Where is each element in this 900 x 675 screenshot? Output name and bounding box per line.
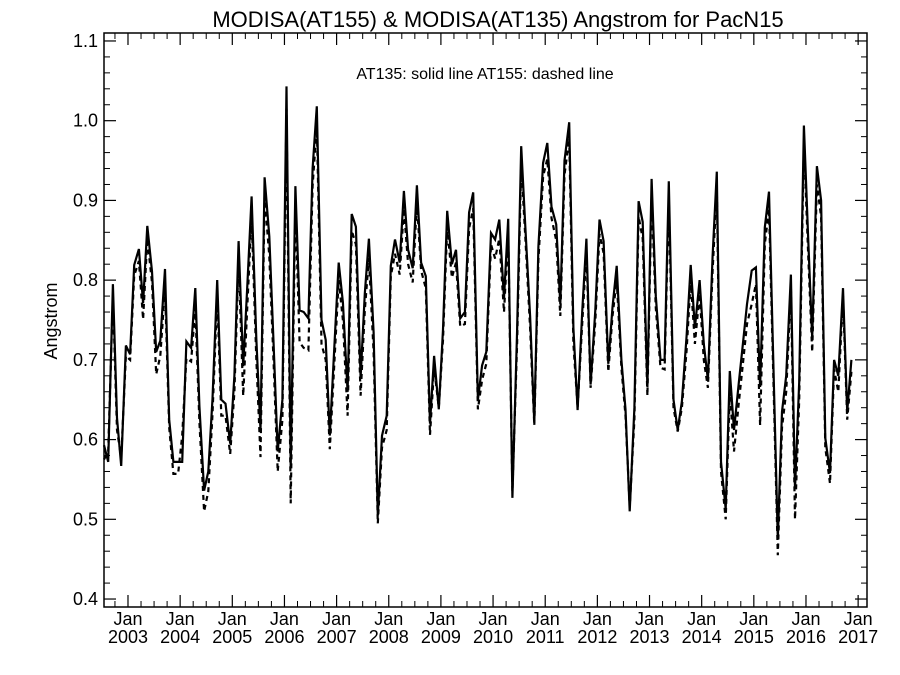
x-tick-month-label: Jan bbox=[426, 609, 455, 629]
y-tick-label: 0.5 bbox=[73, 509, 98, 529]
x-tick-month-label: Jan bbox=[218, 609, 247, 629]
x-tick-month-label: Jan bbox=[479, 609, 508, 629]
x-tick-month-label: Jan bbox=[687, 609, 716, 629]
x-tick-month-label: Jan bbox=[113, 609, 142, 629]
x-tick-month-label: Jan bbox=[166, 609, 195, 629]
x-tick-year-label: 2017 bbox=[838, 627, 878, 647]
plot-area-frame bbox=[103, 32, 868, 608]
x-tick-month-label: Jan bbox=[583, 609, 612, 629]
x-tick-year-label: 2007 bbox=[317, 627, 357, 647]
x-tick-year-label: 2003 bbox=[108, 627, 148, 647]
x-tick-year-label: 2004 bbox=[160, 627, 200, 647]
series-line-at155 bbox=[103, 108, 853, 556]
x-tick-month-label: Jan bbox=[791, 609, 820, 629]
x-tick-year-label: 2015 bbox=[734, 627, 774, 647]
x-axis: Jan2003Jan2004Jan2005Jan2006Jan2007Jan20… bbox=[108, 33, 878, 647]
y-axis-label: Angstrom bbox=[41, 282, 61, 359]
x-tick-year-label: 2008 bbox=[369, 627, 409, 647]
x-tick-year-label: 2011 bbox=[526, 627, 565, 647]
x-tick-month-label: Jan bbox=[322, 609, 351, 629]
y-tick-label: 0.4 bbox=[73, 589, 98, 609]
x-tick-month-label: Jan bbox=[635, 609, 664, 629]
y-tick-label: 0.7 bbox=[73, 350, 98, 370]
x-tick-year-label: 2016 bbox=[786, 627, 826, 647]
y-tick-label: 0.8 bbox=[73, 270, 98, 290]
x-tick-year-label: 2010 bbox=[473, 627, 513, 647]
x-tick-year-label: 2013 bbox=[629, 627, 669, 647]
y-tick-label: 1.1 bbox=[73, 31, 98, 51]
x-tick-month-label: Jan bbox=[531, 609, 560, 629]
x-tick-year-label: 2014 bbox=[682, 627, 722, 647]
data-series bbox=[102, 86, 853, 556]
y-axis: 0.4 0.5 0.6 0.7 0.8 0.9 1.0 1.1 bbox=[73, 31, 867, 609]
x-tick-year-label: 2006 bbox=[264, 627, 304, 647]
y-tick-label: 0.6 bbox=[73, 430, 98, 450]
y-tick-label: 1.0 bbox=[73, 111, 98, 131]
y-tick-label: 0.9 bbox=[73, 190, 98, 210]
x-tick-month-label: Jan bbox=[374, 609, 403, 629]
series-line-at135 bbox=[102, 86, 853, 540]
x-tick-year-label: 2009 bbox=[421, 627, 461, 647]
x-tick-month-label: Jan bbox=[844, 609, 873, 629]
x-tick-year-label: 2012 bbox=[577, 627, 617, 647]
x-tick-month-label: Jan bbox=[270, 609, 299, 629]
chart-title: MODISA(AT155) & MODISA(AT135) Angstrom f… bbox=[212, 7, 783, 32]
x-tick-month-label: Jan bbox=[739, 609, 768, 629]
x-tick-year-label: 2005 bbox=[212, 627, 252, 647]
line-style-legend: AT135: solid line AT155: dashed line bbox=[356, 66, 613, 83]
